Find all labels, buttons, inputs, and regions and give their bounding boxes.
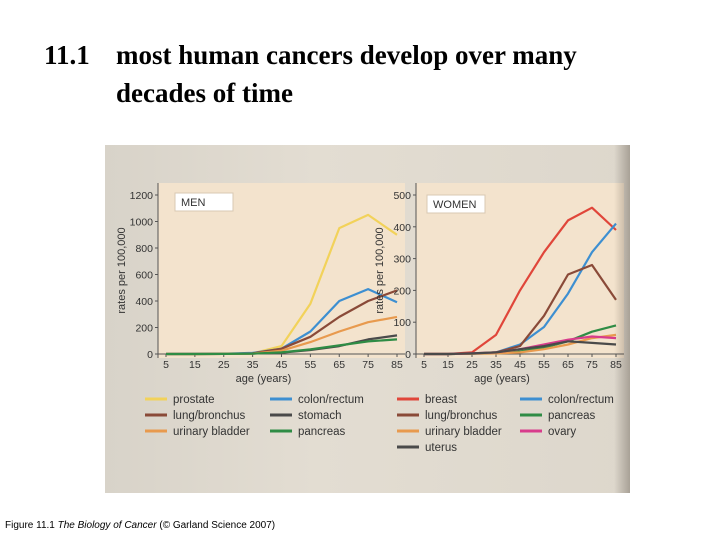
- panel-women-x-tick-label: 35: [490, 359, 502, 371]
- panel-men-y-tick-label: 1000: [130, 217, 154, 229]
- panel-women-y-tick-label: 0: [405, 349, 411, 361]
- panel-men-x-tick-label: 25: [218, 359, 230, 371]
- panel-women-x-tick-label: 75: [586, 359, 598, 371]
- caption-prefix: Figure 11.1: [5, 520, 55, 531]
- figure-photo: MEN 0 200 400 600 800 1000 1200 5 15 25 35 45 55 65 75 8…: [105, 145, 630, 493]
- panel-men-y-tick-label: 1200: [130, 190, 154, 202]
- legend-label: lung/bronchus: [173, 410, 245, 422]
- panel-women-x-tick-label: 55: [538, 359, 550, 371]
- legend-label: pancreas: [548, 410, 596, 422]
- panel-men-y-tick-label: 600: [135, 270, 153, 282]
- panel-men-y-axis-label: rates per 100,000: [116, 227, 128, 313]
- panel-men-plot-area: [158, 183, 405, 358]
- legend-label: ovary: [548, 426, 576, 438]
- panel-women-x-tick-label: 45: [514, 359, 526, 371]
- panel-women-x-tick-label: 65: [562, 359, 574, 371]
- panel-men-x-tick-label: 35: [247, 359, 259, 371]
- panel-women-chart: WOMEN 0 100 200 300 400 500 5 15 25 35 45 55 65 75 85 ag…: [374, 183, 624, 385]
- panel-women-label: WOMEN: [433, 199, 476, 211]
- panel-men-series-pancreas: [166, 338, 398, 356]
- panel-men-label-box: [174, 192, 234, 212]
- panel-men-y-tick-label: 800: [135, 243, 153, 255]
- panel-men-x-axis-label: age (years): [236, 373, 292, 385]
- legend-label: pancreas: [298, 426, 346, 438]
- panel-men-y-tick-label: 200: [135, 323, 153, 335]
- title-text-1: most human cancers develop over many: [116, 40, 577, 70]
- panel-men-x-tick-label: 85: [391, 359, 403, 371]
- figure-number: 11.1: [44, 40, 90, 70]
- panel-women-y-tick-label: 500: [393, 190, 411, 202]
- legend-label: lung/bronchus: [425, 410, 497, 422]
- panel-men-y-tick-label: 400: [135, 296, 153, 308]
- panel-men-x-tick-label: 75: [362, 359, 374, 371]
- title-line-1: 11.1 most human cancers develop over many: [44, 36, 684, 74]
- figure-caption: Figure 11.1 The Biology of Cancer (© Gar…: [5, 520, 275, 531]
- legend-label: urinary bladder: [173, 426, 250, 438]
- panel-women-x-axis-label: age (years): [474, 373, 530, 385]
- slide-title: 11.1 most human cancers develop over many…: [44, 36, 684, 112]
- legend-label: colon/rectum: [298, 394, 364, 406]
- panel-men-x-tick-label: 5: [163, 359, 169, 371]
- caption-book-title: The Biology of Cancer: [57, 520, 157, 531]
- legend-label: urinary bladder: [425, 426, 502, 438]
- caption-credit: (© Garland Science 2007): [159, 520, 276, 531]
- panel-women-series-uterus: [424, 340, 617, 356]
- title-line-2: decades of time: [116, 78, 293, 108]
- legend-label: uterus: [425, 442, 457, 454]
- panel-men-x-tick-label: 45: [276, 359, 288, 371]
- panel-men-x-tick-label: 15: [189, 359, 201, 371]
- legend-label: breast: [425, 394, 458, 406]
- legend-label: stomach: [298, 410, 341, 422]
- panel-women-y-tick-label: 400: [393, 222, 411, 234]
- panel-women-x-tick-label: 15: [442, 359, 454, 371]
- panel-women-y-tick-label: 100: [393, 317, 411, 329]
- legend-men: prostate lung/bronchus urinary bladder colo…: [145, 394, 364, 438]
- panel-women-y-axis-label: rates per 100,000: [374, 227, 386, 313]
- panel-men-x-tick-label: 55: [305, 359, 317, 371]
- panel-men-chart: MEN 0 200 400 600 800 1000 1200 5 15 25 35 45 55 65 75 8…: [116, 183, 405, 385]
- legend-women: breast lung/bronchus urinary bladder uterus…: [397, 394, 614, 454]
- legend-label: prostate: [173, 394, 215, 406]
- legend-label: colon/rectum: [548, 394, 614, 406]
- panel-women-y-tick-label: 200: [393, 285, 411, 297]
- panel-women-x-tick-label: 85: [610, 359, 622, 371]
- panel-women-label-box: [426, 194, 486, 214]
- panel-men-x-tick-label: 65: [333, 359, 345, 371]
- panel-women-y-tick-label: 300: [393, 254, 411, 266]
- page-edge-shadow: [614, 145, 630, 493]
- panel-women-x-tick-label: 25: [466, 359, 478, 371]
- panel-men-y-tick-label: 0: [147, 349, 153, 361]
- panel-men-label: MEN: [181, 197, 206, 209]
- panel-women-x-tick-label: 5: [421, 359, 427, 371]
